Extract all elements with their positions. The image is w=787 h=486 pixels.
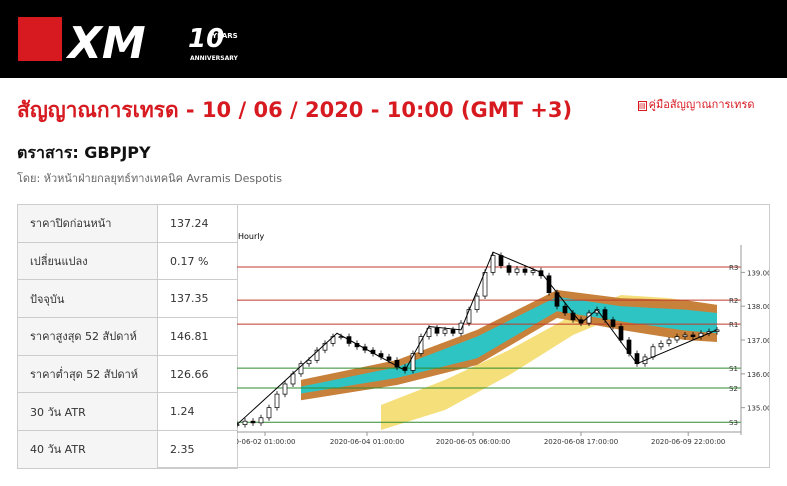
y-tick-label: 139.00 (747, 269, 769, 277)
x-tick-label: 2020-06-04 01:00:00 (330, 438, 404, 446)
candle-body (258, 417, 264, 424)
candle-body (314, 349, 320, 361)
table-row: ราคาต่ำสุด 52 สัปดาห์ 126.66 (17, 354, 238, 394)
candle-body (690, 334, 696, 337)
candle-body (538, 270, 544, 277)
candle-body (442, 329, 448, 334)
cell-label: เปลี่ยนแปลง (17, 241, 158, 281)
ribbon (301, 289, 717, 401)
candle-body (394, 359, 400, 368)
stats-table: ราคาปิดก่อนหน้า 137.24 เปลี่ยนแปลง 0.17 % ปั… (17, 204, 238, 469)
candle-body (450, 329, 456, 334)
cell-value: 126.66 (157, 354, 238, 394)
x-tick-label: 2020-06-08 17:00:00 (544, 438, 618, 446)
header: XM 10 YEARS ANNIVERSARY (0, 0, 787, 78)
table-row: 30 วัน ATR 1.24 (17, 392, 238, 432)
candle-body (274, 393, 280, 409)
cell-value: 146.81 (157, 317, 238, 356)
candle-body (522, 268, 528, 273)
cell-value: 1.24 (157, 392, 238, 432)
table-row: ราคาสูงสุด 52 สัปดาห์ 146.81 (17, 317, 238, 356)
logo-icon (18, 17, 62, 61)
candle-body (474, 295, 480, 310)
logo[interactable]: XM 10 YEARS ANNIVERSARY (0, 0, 260, 78)
cell-value: 0.17 % (157, 241, 238, 281)
candle-body (338, 336, 344, 338)
candle-body (658, 343, 664, 348)
level-label: S2 (729, 385, 738, 393)
candle-body (410, 353, 416, 371)
author: โดย: หัวหน้าฝ่ายกลยุทธ์ทางเทคนิค Avramis… (17, 172, 282, 185)
candle-body (282, 383, 288, 395)
candle-body (298, 363, 304, 375)
candle-body (562, 305, 568, 314)
candle-body (650, 346, 656, 358)
timeframe: Hourly (238, 232, 264, 241)
candle-body (610, 319, 616, 327)
pdf-icon: ▤ (638, 101, 647, 111)
page-title: สัญญาณการเทรด - 10 / 06 / 2020 - 10:00 (… (17, 98, 573, 122)
candle-body (498, 255, 504, 266)
badge-text: ANNIVERSARY (190, 55, 239, 62)
candle-body (237, 424, 240, 426)
candle-body (250, 420, 256, 424)
candle-body (506, 265, 512, 273)
cell-value: 137.24 (157, 204, 238, 243)
x-tick-label: 2020-06-05 06:00:00 (436, 438, 510, 446)
instrument: ตราสาร: GBPJPY (17, 143, 151, 162)
candle-body (386, 356, 392, 361)
cell-label: ปัจจุบัน (17, 279, 158, 319)
y-tick-label: 135.00 (747, 405, 769, 413)
x-tick-label: 2020-06-09 22:00:00 (651, 438, 725, 446)
ribbon (381, 295, 717, 430)
y-tick-label: 138.00 (747, 303, 769, 311)
cell-label: ราคาสูงสุด 52 สัปดาห์ (17, 317, 158, 356)
cell-label: ราคาปิดก่อนหน้า (17, 204, 158, 243)
cell-value: 137.35 (157, 279, 238, 319)
candle-body (514, 268, 520, 273)
logo-text: XM (65, 18, 146, 69)
level-label: S1 (729, 365, 738, 373)
cell-label: 40 วัน ATR (17, 430, 158, 469)
candle-body (306, 359, 312, 365)
table-row: ปัจจุบัน 137.35 (17, 279, 238, 319)
badge-number: 10 (188, 24, 224, 54)
candle-body (530, 270, 536, 273)
signal-box: ราคาปิดก่อนหน้า 137.24 เปลี่ยนแปลง 0.17 % ปั… (17, 204, 770, 469)
y-tick-label: 136.00 (747, 371, 769, 379)
candle-body (322, 343, 328, 351)
candle-body (458, 322, 464, 334)
candle-body (682, 334, 688, 337)
guide-text[interactable]: คู่มือสัญญาณการเทรด (648, 98, 755, 111)
cell-label: 30 วัน ATR (17, 392, 158, 432)
candle-body (674, 336, 680, 341)
candle-body (490, 255, 496, 273)
chart: Hourly R3 R2 R1 S1 S2 S3 139.00 138.00 137.00 136.… (237, 232, 769, 446)
level-label: R1 (729, 321, 738, 329)
level-label: R2 (729, 297, 738, 305)
candle-body (266, 407, 272, 419)
x-tick-label: 0-06-02 01:00:00 (237, 438, 295, 446)
level-label: R3 (729, 264, 738, 272)
candle-body (426, 327, 432, 337)
candle-body (666, 339, 672, 344)
cell-label: ราคาต่ำสุด 52 สัปดาห์ (17, 354, 158, 394)
badge-years: YEARS (211, 32, 238, 40)
candle-body (242, 420, 248, 425)
candle-body (546, 275, 552, 294)
cell-value: 2.35 (157, 430, 238, 469)
level-label: S3 (729, 419, 738, 427)
table-row: เปลี่ยนแปลง 0.17 % (17, 241, 238, 281)
candle-body (434, 327, 440, 334)
guide-link[interactable]: ▤ คู่มือสัญญาณการเทรด (638, 95, 755, 113)
table-row: 40 วัน ATR 2.35 (17, 430, 238, 469)
zigzag (237, 251, 718, 425)
table-row: ราคาปิดก่อนหน้า 137.24 (17, 204, 238, 243)
y-tick-label: 137.00 (747, 337, 769, 345)
candle-body (618, 326, 624, 341)
